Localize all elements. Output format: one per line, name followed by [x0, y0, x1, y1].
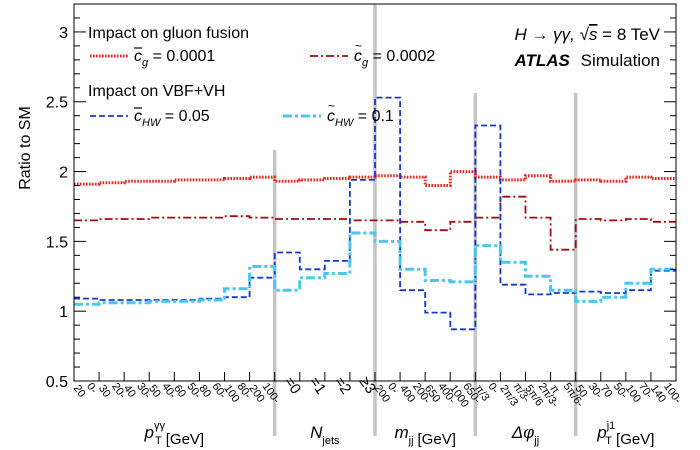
series-line-3	[74, 231, 676, 306]
y-tick-label: 1.5	[46, 234, 68, 251]
legend-tilde-accent: ~	[355, 39, 362, 53]
x-tick-label: 0-20	[71, 376, 100, 403]
legend-tilde-accent: ~	[328, 99, 335, 113]
x-tick-label-text: =0	[280, 374, 304, 398]
legend-label-2: cHW = 0.05	[134, 108, 210, 129]
group-axis-title: pγγ T [GeV]	[144, 420, 205, 448]
legend-label-1: cg = 0.0002	[354, 48, 435, 69]
y-axis-label: Ratio to SM	[17, 106, 34, 190]
header-process: H → γγ, √s = 8 TeV	[514, 25, 660, 44]
x-tick-label: ≥3	[356, 374, 379, 397]
x-tick-label-text: =1	[306, 374, 330, 398]
x-tick-label-text: ≥3	[356, 374, 379, 397]
x-tick-label-text: 2π/3-5π/6	[522, 376, 561, 417]
header-brand-line: ATLAS Simulation	[513, 51, 660, 70]
header-brand: ATLAS	[513, 51, 570, 70]
x-tick-label: 2π/3-5π/6	[522, 376, 561, 417]
header-brand-suffix: Simulation	[581, 51, 660, 70]
series-line-0	[74, 170, 676, 187]
axes: 0.511.522.530-20 20-30 30-40 40-50 50-60 60-8…	[46, 3, 684, 448]
x-tick-label: =2	[331, 374, 355, 398]
series-layer	[74, 96, 676, 331]
series-line-1	[74, 195, 676, 251]
y-tick-label: 3	[59, 25, 68, 42]
legend: Impact on gluon fusion cg = 0.0001 cg = 0.…	[88, 25, 435, 129]
y-tick-label: 2	[59, 165, 68, 182]
y-tick-label: 0.5	[46, 374, 68, 391]
x-tick-label: =0	[280, 374, 304, 398]
legend-label-3: cHW = 0.1	[327, 108, 394, 129]
group-axis-title: pj1 T [GeV]	[596, 420, 654, 448]
group-axis-title: Njets	[310, 423, 340, 447]
x-tick-label: =1	[306, 374, 330, 398]
legend-label-0: cg = 0.0001	[134, 48, 215, 69]
group-axis-title: Δφjj	[511, 423, 539, 447]
x-tick-label-text: 0-20	[71, 376, 100, 403]
group-axis-title: mjj [GeV]	[394, 423, 455, 448]
x-tick-label-text: =2	[331, 374, 355, 398]
y-tick-label: 1	[59, 304, 68, 321]
y-tick-label: 2.5	[46, 95, 68, 112]
legend-group-title: Impact on gluon fusion	[88, 25, 249, 42]
legend-group-title: Impact on VBF+VH	[88, 83, 225, 100]
